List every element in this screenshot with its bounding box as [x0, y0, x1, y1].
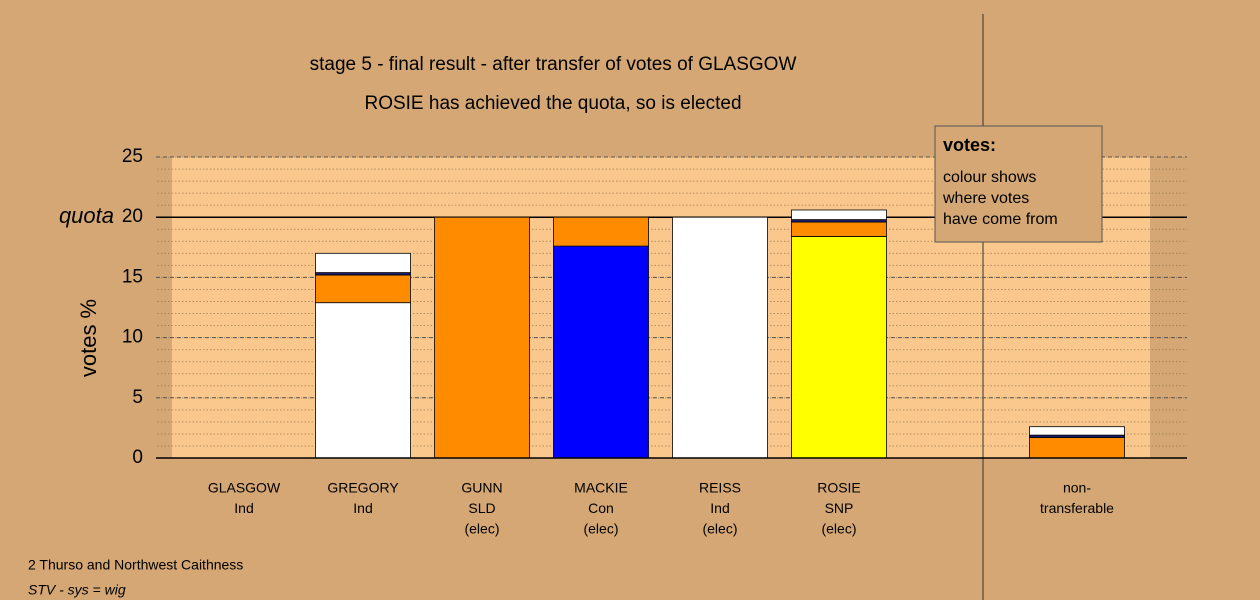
footnote: STV - sys = wig — [28, 582, 126, 598]
bar-segment — [1029, 426, 1125, 436]
chart-subtitle: ROSIE has achieved the quota, so is elec… — [364, 93, 741, 114]
x-tick-label: GUNN — [461, 480, 502, 496]
x-tick-label: (elec) — [702, 521, 737, 537]
bar-segment — [672, 216, 768, 459]
bar-segment — [791, 209, 887, 221]
x-tick-label: GREGORY — [327, 480, 399, 496]
x-tick-label: Ind — [234, 500, 253, 516]
x-tick-label: (elec) — [583, 521, 618, 537]
y-axis-label: votes % — [76, 299, 101, 377]
legend-title: votes: — [943, 135, 996, 155]
bar-segment — [791, 236, 887, 459]
quota-label: quota — [59, 203, 114, 228]
bar-segment — [553, 245, 649, 459]
x-tick-label: REISS — [699, 480, 741, 496]
x-tick-label: (elec) — [464, 521, 499, 537]
x-tick-label: SNP — [825, 500, 854, 516]
legend-box — [934, 125, 1103, 243]
x-tick-label: transferable — [1040, 500, 1114, 516]
y-tick-label: 0 — [132, 447, 143, 468]
x-tick-label: non- — [1063, 480, 1091, 496]
chart-title: stage 5 - final result - after transfer … — [310, 54, 797, 75]
x-tick-label: (elec) — [821, 521, 856, 537]
x-tick-label: Con — [588, 500, 614, 516]
bar-segment — [315, 302, 411, 459]
legend-text: where votes — [942, 190, 1029, 207]
bar-segment — [553, 216, 649, 247]
y-tick-label: 15 — [122, 266, 143, 287]
legend-text: colour shows — [943, 169, 1036, 186]
bar-segment — [315, 252, 411, 273]
x-tick-label: Ind — [710, 500, 729, 516]
bar-segment — [791, 221, 887, 237]
y-tick-label: 10 — [122, 327, 143, 348]
legend-text: have come from — [943, 211, 1058, 228]
y-tick-label: 20 — [122, 206, 143, 227]
bar-segment — [434, 216, 530, 459]
x-tick-label: GLASGOW — [208, 480, 281, 496]
bar-segment — [1029, 437, 1125, 459]
x-tick-label: ROSIE — [817, 480, 861, 496]
footnote: 2 Thurso and Northwest Caithness — [28, 557, 243, 573]
y-tick-label: 5 — [132, 387, 143, 408]
y-tick-label: 25 — [122, 146, 143, 167]
x-tick-label: Ind — [353, 500, 372, 516]
bar-segment — [315, 274, 411, 304]
x-tick-label: SLD — [468, 500, 495, 516]
x-tick-label: MACKIE — [574, 480, 628, 496]
